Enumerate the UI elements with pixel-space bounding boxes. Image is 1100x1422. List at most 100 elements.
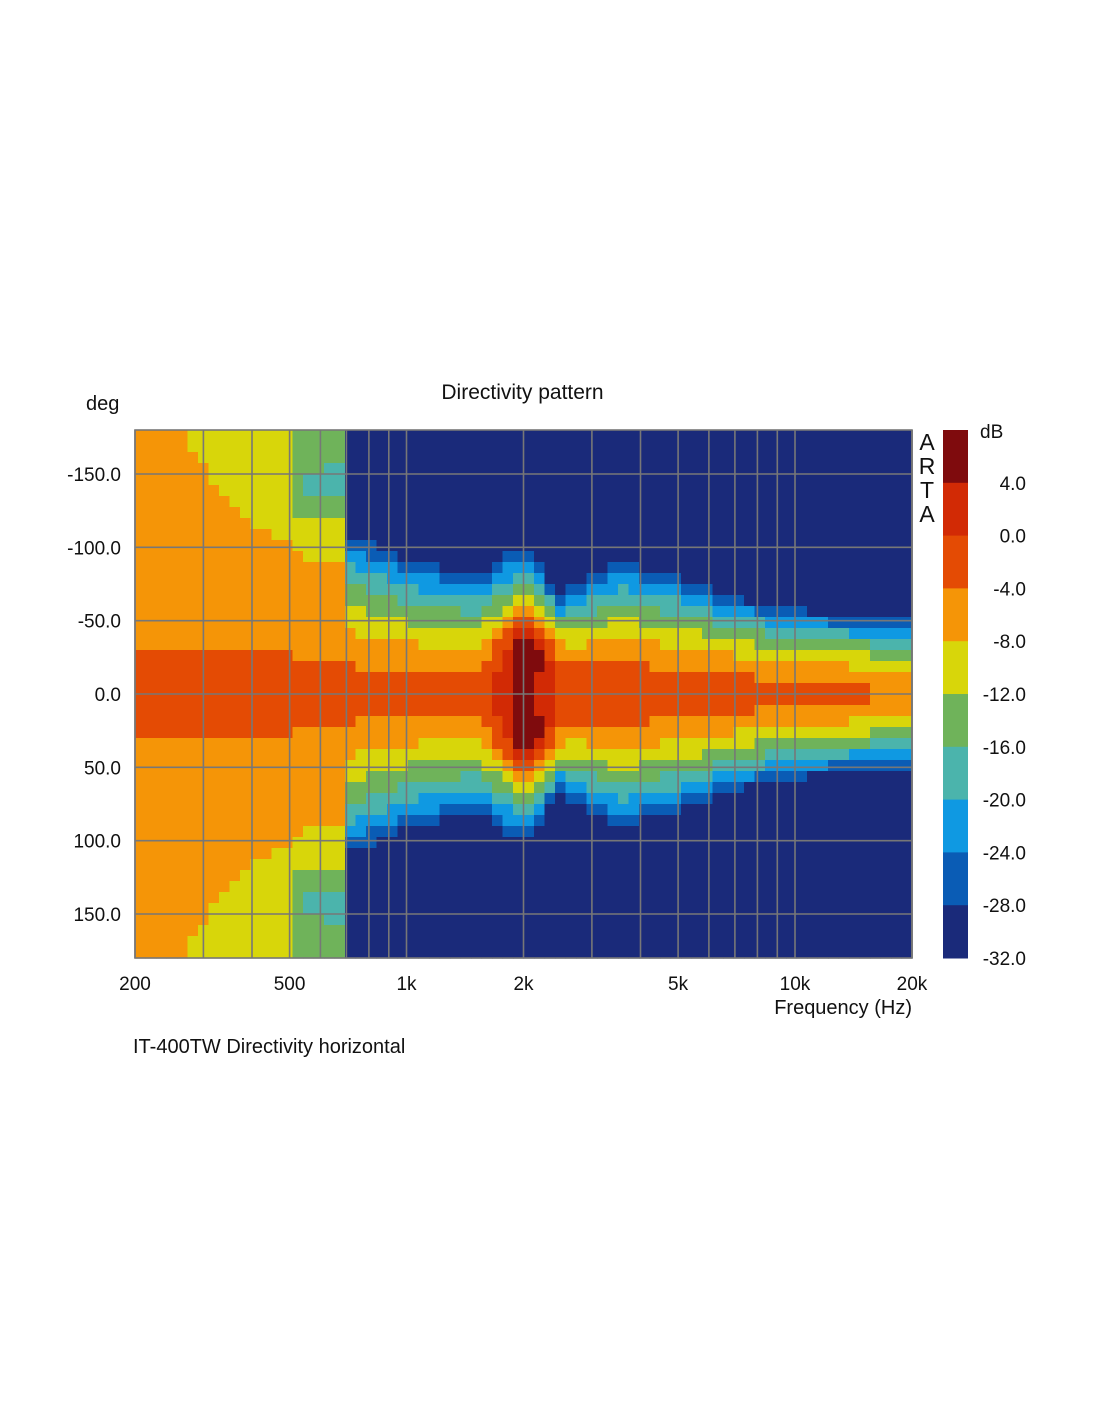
heatmap-cell xyxy=(607,474,619,486)
y-tick-label: 150.0 xyxy=(73,905,121,926)
heatmap-cell xyxy=(387,727,399,739)
heatmap-cell xyxy=(429,529,441,541)
heatmap-cell xyxy=(313,617,325,629)
heatmap-cell xyxy=(544,771,556,783)
heatmap-cell xyxy=(177,804,189,816)
heatmap-cell xyxy=(439,452,451,464)
heatmap-cell xyxy=(250,716,262,728)
heatmap-cell xyxy=(376,903,388,915)
heatmap-cell xyxy=(534,705,546,717)
heatmap-cell xyxy=(324,551,336,563)
heatmap-cell xyxy=(807,496,819,508)
heatmap-cell xyxy=(366,628,378,640)
heatmap-cell xyxy=(628,705,640,717)
heatmap-cell xyxy=(807,804,819,816)
heatmap-cell xyxy=(166,837,178,849)
heatmap-cell xyxy=(177,727,189,739)
heatmap-cell xyxy=(397,562,409,574)
heatmap-cell xyxy=(481,716,493,728)
heatmap-cell xyxy=(691,573,703,585)
heatmap-cell xyxy=(397,716,409,728)
heatmap-cell xyxy=(313,430,325,442)
heatmap-cell xyxy=(744,804,756,816)
heatmap-cell xyxy=(555,551,567,563)
heatmap-cell xyxy=(691,947,703,959)
heatmap-cell xyxy=(660,573,672,585)
heatmap-cell xyxy=(576,573,588,585)
heatmap-cell xyxy=(880,430,892,442)
heatmap-cell xyxy=(891,529,903,541)
heatmap-cell xyxy=(838,661,850,673)
heatmap-cell xyxy=(702,859,714,871)
heatmap-cell xyxy=(240,551,252,563)
heatmap-cell xyxy=(639,848,651,860)
heatmap-cell xyxy=(817,793,829,805)
heatmap-cell xyxy=(324,749,336,761)
heatmap-cell xyxy=(303,507,315,519)
heatmap-cell xyxy=(712,540,724,552)
heatmap-cell xyxy=(576,617,588,629)
heatmap-cell xyxy=(513,430,525,442)
heatmap-cell xyxy=(891,617,903,629)
heatmap-cell xyxy=(733,474,745,486)
heatmap-cell xyxy=(723,529,735,541)
heatmap-cell xyxy=(240,639,252,651)
heatmap-cell xyxy=(229,936,241,948)
heatmap-cell xyxy=(765,441,777,453)
heatmap-cell xyxy=(796,584,808,596)
heatmap-cell xyxy=(387,870,399,882)
heatmap-cell xyxy=(754,485,766,497)
heatmap-cell xyxy=(828,617,840,629)
heatmap-cell xyxy=(901,485,913,497)
heatmap-cell xyxy=(702,848,714,860)
heatmap-cell xyxy=(166,749,178,761)
heatmap-cell xyxy=(681,617,693,629)
colorbar-band xyxy=(943,694,968,748)
heatmap-cell xyxy=(471,595,483,607)
heatmap-cell xyxy=(639,683,651,695)
heatmap-cell xyxy=(408,672,420,684)
heatmap-cell xyxy=(828,661,840,673)
heatmap-cell xyxy=(828,518,840,530)
heatmap-cell xyxy=(849,782,861,794)
heatmap-cell xyxy=(597,826,609,838)
heatmap-cell xyxy=(303,595,315,607)
heatmap-cell xyxy=(660,628,672,640)
heatmap-cell xyxy=(565,606,577,618)
heatmap-cell xyxy=(849,683,861,695)
heatmap-cell xyxy=(891,870,903,882)
heatmap-cell xyxy=(523,903,535,915)
heatmap-cell xyxy=(292,584,304,596)
heatmap-cell xyxy=(849,848,861,860)
heatmap-cell xyxy=(691,452,703,464)
heatmap-cell xyxy=(271,771,283,783)
heatmap-cell xyxy=(324,936,336,948)
heatmap-cell xyxy=(324,892,336,904)
heatmap-cell xyxy=(240,441,252,453)
heatmap-cell xyxy=(544,815,556,827)
heatmap-cell xyxy=(544,903,556,915)
heatmap-cell xyxy=(355,936,367,948)
heatmap-cell xyxy=(660,848,672,860)
heatmap-cell xyxy=(303,661,315,673)
heatmap-cell xyxy=(471,892,483,904)
heatmap-cell xyxy=(166,441,178,453)
heatmap-cell xyxy=(219,793,231,805)
heatmap-cell xyxy=(513,650,525,662)
heatmap-cell xyxy=(807,815,819,827)
heatmap-cell xyxy=(303,815,315,827)
heatmap-cell xyxy=(576,595,588,607)
heatmap-cell xyxy=(870,441,882,453)
heatmap-cell xyxy=(670,749,682,761)
heatmap-cell xyxy=(838,595,850,607)
heatmap-cell xyxy=(271,947,283,959)
heatmap-cell xyxy=(366,639,378,651)
heatmap-cell xyxy=(628,463,640,475)
heatmap-cell xyxy=(670,760,682,772)
heatmap-cell xyxy=(649,837,661,849)
heatmap-cell xyxy=(901,903,913,915)
heatmap-cell xyxy=(660,584,672,596)
heatmap-cell xyxy=(628,694,640,706)
heatmap-cell xyxy=(555,804,567,816)
heatmap-cell xyxy=(880,848,892,860)
